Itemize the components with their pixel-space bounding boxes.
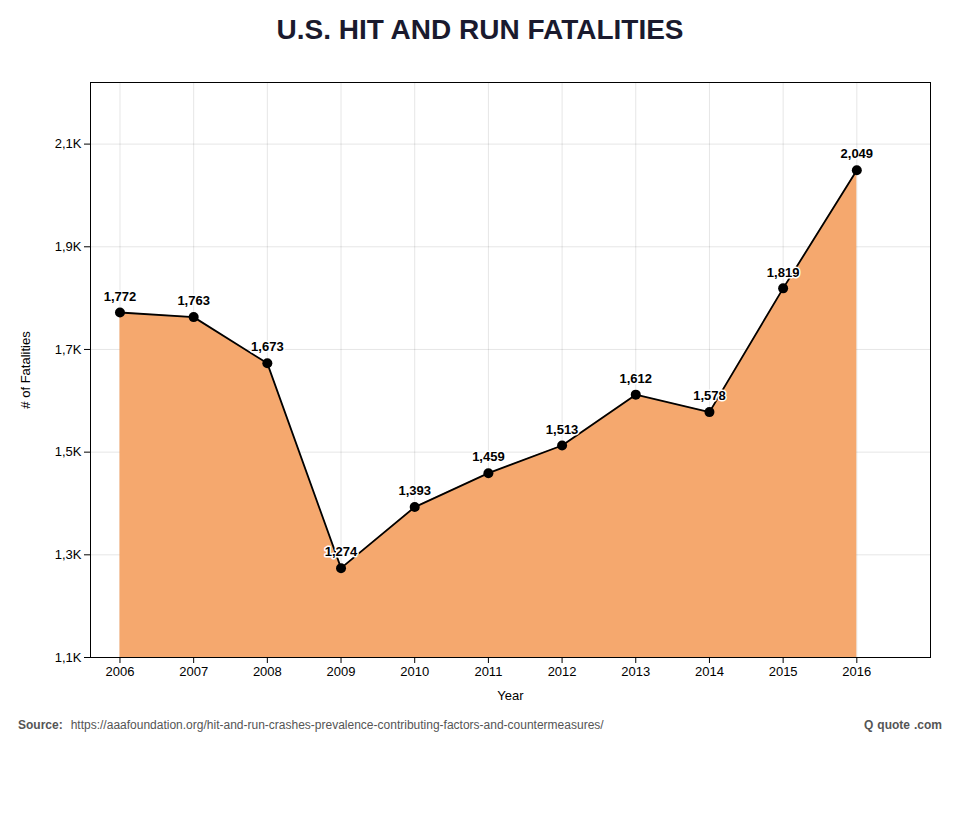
svg-text:2015: 2015 (769, 664, 798, 679)
html-text:U.S. HIT AND RUN FATALITIES: U.S. HIT AND RUN FATALITIES (276, 14, 684, 45)
html-text:Source:: Source: (18, 718, 63, 732)
svg-text:2,1K: 2,1K (55, 136, 82, 151)
svg-text:1,459: 1,459 (472, 449, 505, 464)
svg-text:1,819: 1,819 (767, 265, 800, 280)
html-text:Q quote .com: Q quote .com (864, 718, 942, 732)
svg-text:2010: 2010 (400, 664, 429, 679)
svg-text:2011: 2011 (474, 664, 502, 679)
svg-text:1,772: 1,772 (104, 289, 137, 304)
svg-text:1,612: 1,612 (619, 371, 652, 386)
svg-text:1,513: 1,513 (546, 422, 579, 437)
svg-text:1,763: 1,763 (177, 293, 210, 308)
svg-text:1,5K: 1,5K (55, 444, 82, 459)
html-text:https://aaafoundation.org/hit-: https://aaafoundation.org/hit-and-run-cr… (70, 718, 604, 732)
svg-text:1,7K: 1,7K (55, 342, 82, 357)
svg-text:1,1K: 1,1K (55, 650, 82, 665)
svg-text:1,578: 1,578 (693, 388, 726, 403)
svg-text:2007: 2007 (179, 664, 208, 679)
svg-text:2013: 2013 (621, 664, 650, 679)
svg-text:1,9K: 1,9K (55, 239, 82, 254)
svg-text:# of Fatalities: # of Fatalities (18, 331, 33, 409)
svg-text:2,049: 2,049 (841, 146, 874, 161)
svg-text:1,3K: 1,3K (55, 547, 82, 562)
svg-text:1,393: 1,393 (398, 483, 431, 498)
svg-text:2009: 2009 (327, 664, 356, 679)
svg-text:2008: 2008 (253, 664, 282, 679)
svg-text:2006: 2006 (106, 664, 135, 679)
svg-text:1,673: 1,673 (251, 339, 284, 354)
svg-text:Year: Year (497, 688, 524, 703)
svg-text:2014: 2014 (695, 664, 724, 679)
svg-text:2016: 2016 (842, 664, 871, 679)
svg-text:2012: 2012 (548, 664, 577, 679)
svg-text:1,274: 1,274 (325, 544, 358, 559)
